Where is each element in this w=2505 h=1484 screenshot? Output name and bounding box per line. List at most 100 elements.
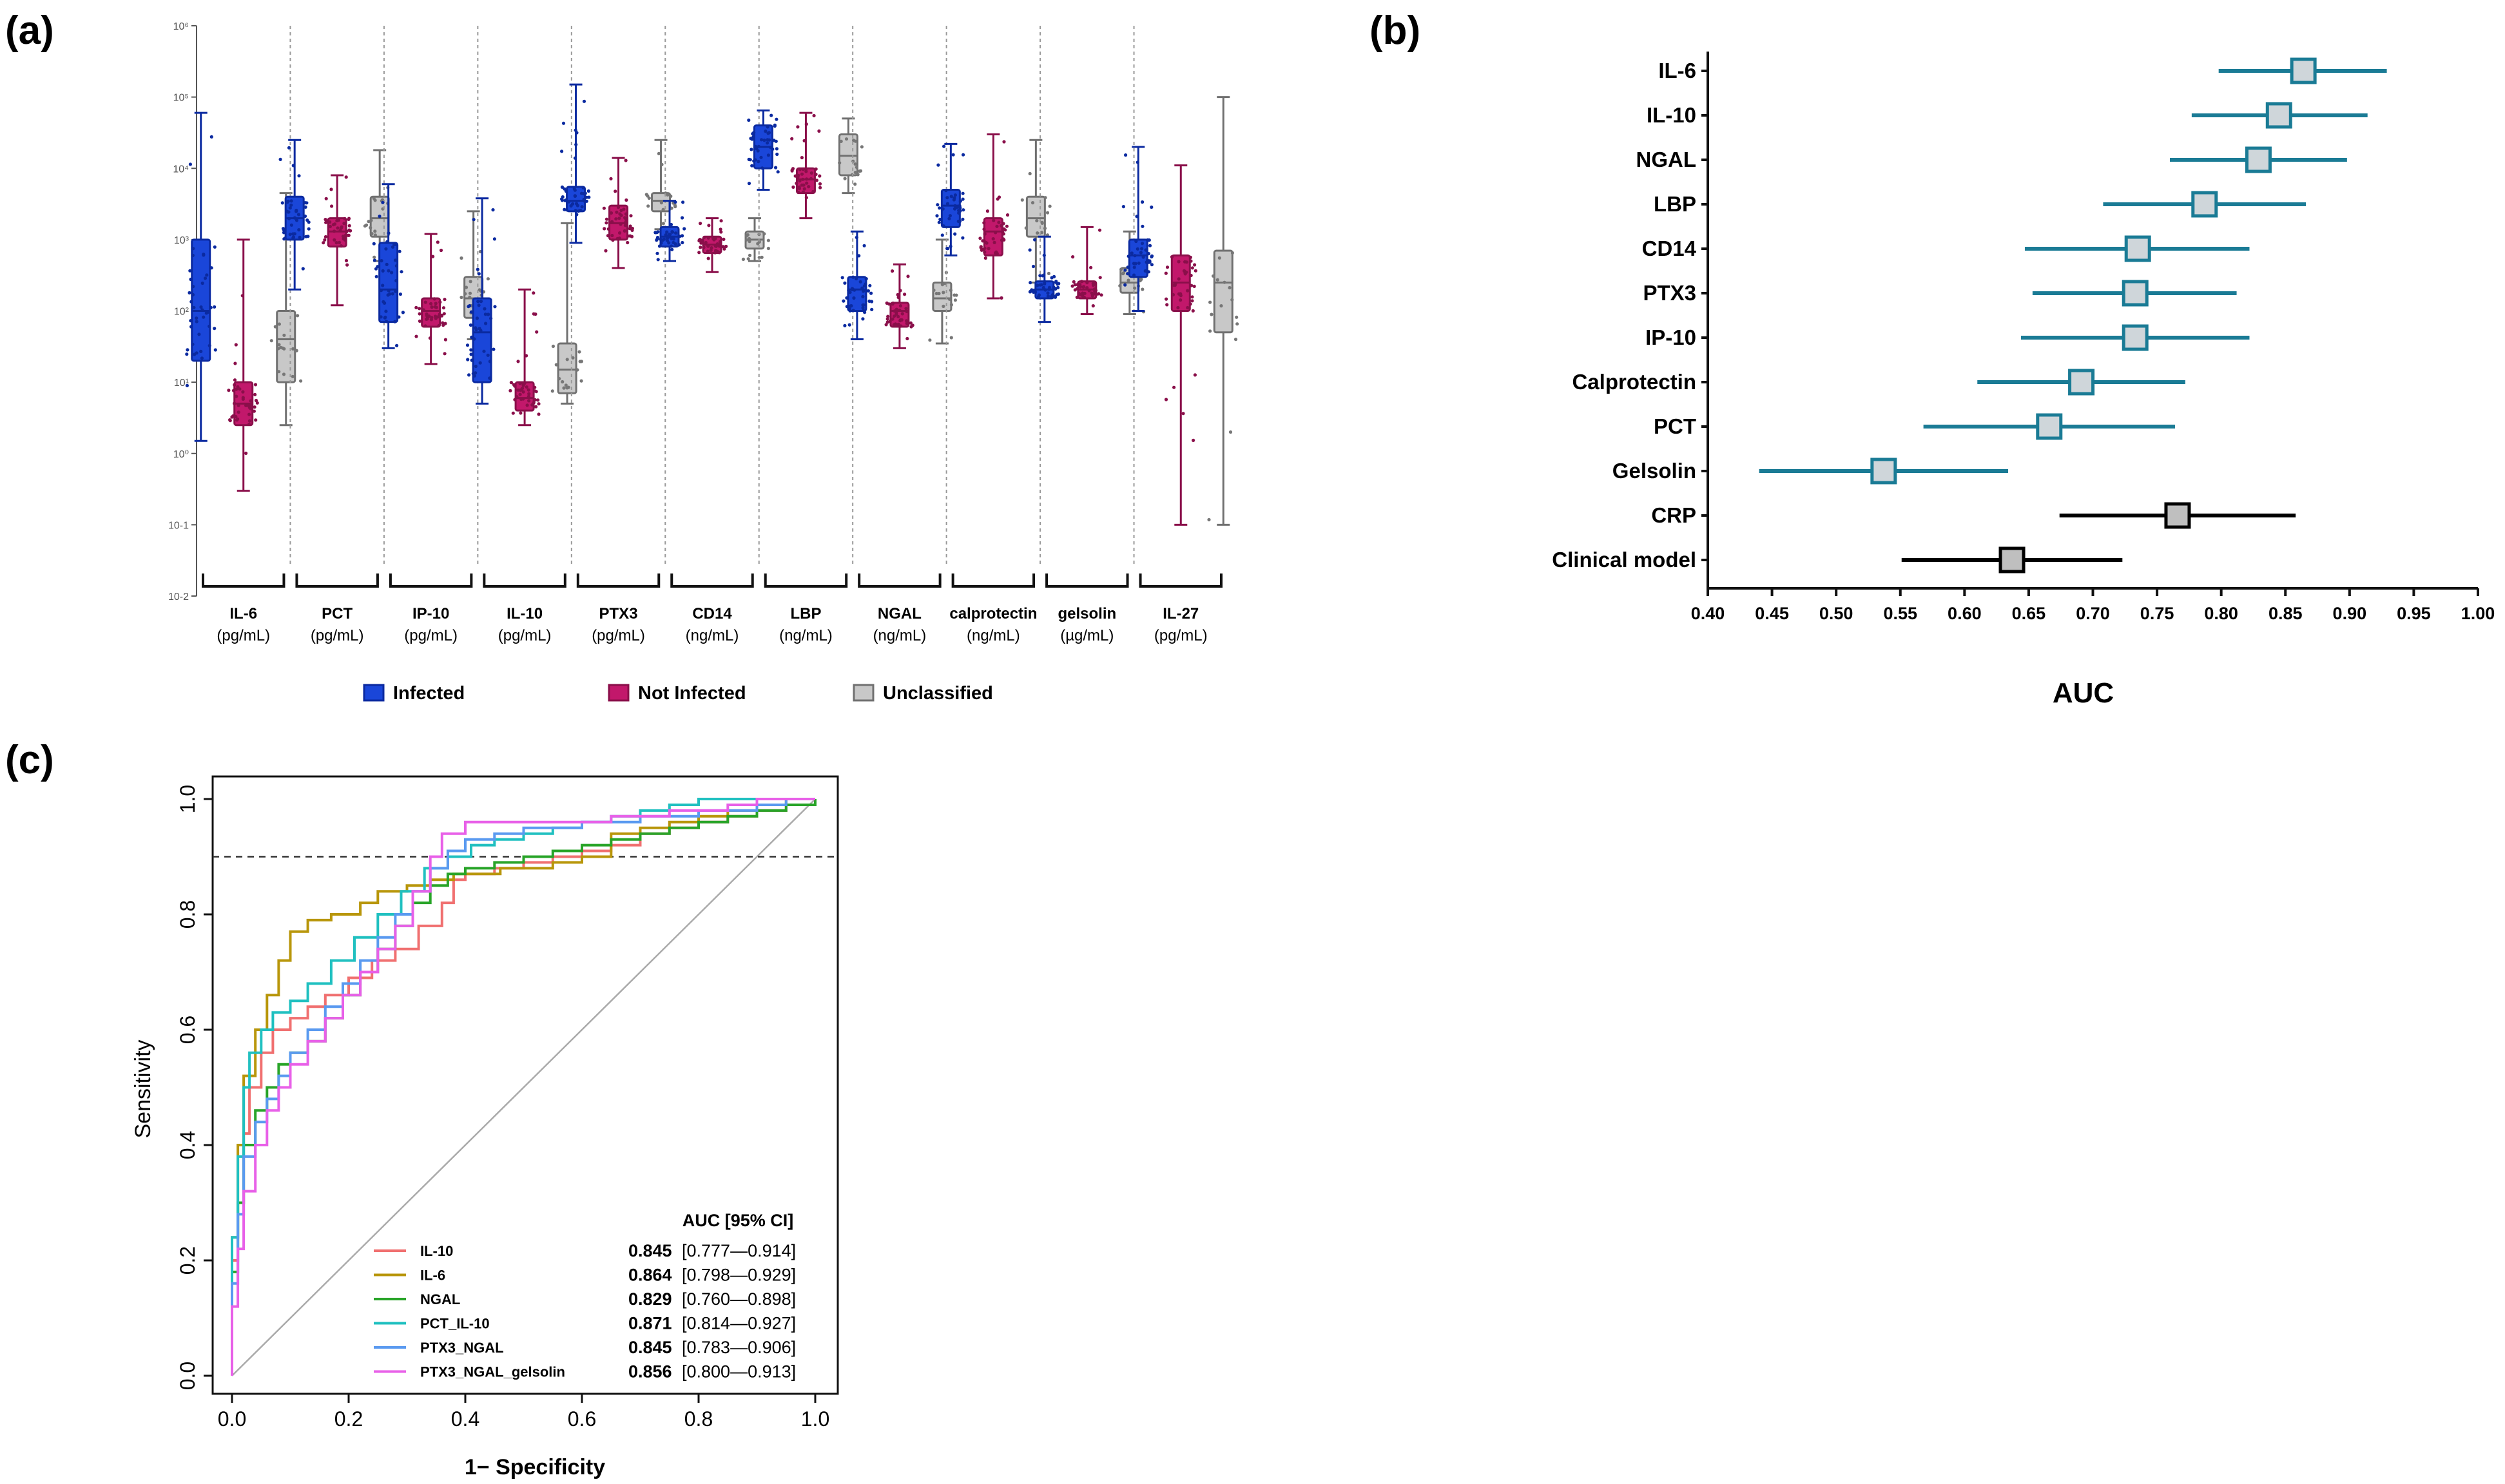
group-label: IL-10 <box>507 605 543 622</box>
data-point <box>518 381 522 385</box>
data-point <box>390 271 394 275</box>
data-point <box>380 198 385 202</box>
y-tick-label: 10⁰ <box>173 449 189 460</box>
data-point <box>200 356 204 360</box>
data-point <box>1164 271 1168 275</box>
data-point <box>868 284 872 287</box>
box-cd14-not-infected <box>697 217 728 273</box>
data-point <box>1223 280 1226 284</box>
data-point <box>391 292 394 296</box>
data-point <box>383 301 387 305</box>
data-point <box>203 276 208 280</box>
data-point <box>656 258 660 262</box>
data-point <box>896 314 900 318</box>
group-bracket <box>483 573 566 588</box>
data-point <box>574 142 578 146</box>
data-point <box>333 229 336 233</box>
data-point <box>1033 238 1037 242</box>
data-point <box>1164 398 1168 401</box>
data-point <box>1090 291 1094 295</box>
data-point <box>895 312 898 316</box>
data-point <box>797 173 800 177</box>
forest-row-ip-10: IP-10 <box>1645 324 2250 351</box>
data-point <box>766 131 770 135</box>
data-point <box>866 289 870 293</box>
data-point <box>291 164 295 168</box>
legend-name: IL-6 <box>420 1267 445 1284</box>
group-bracket <box>951 573 1036 588</box>
data-point <box>1141 255 1145 259</box>
data-point <box>953 298 957 302</box>
auc-marker <box>2122 324 2149 351</box>
x-tick-label: 0.45 <box>1755 604 1789 623</box>
data-point <box>474 364 478 369</box>
data-point <box>697 238 701 242</box>
data-point <box>247 422 251 427</box>
data-point <box>839 139 843 143</box>
data-point <box>297 174 301 178</box>
data-point <box>1165 265 1170 269</box>
data-point <box>1082 285 1086 289</box>
data-point <box>195 320 198 323</box>
data-point <box>604 249 608 253</box>
legend-entry-il-10: IL-10 0.845 [0.777—0.914] <box>374 1241 796 1260</box>
data-point <box>611 238 615 242</box>
group-label: IL-27 <box>1163 605 1199 622</box>
group-unit: (ng/mL) <box>967 627 1020 644</box>
box-cd14-unclassified <box>741 217 770 262</box>
data-point <box>387 289 391 293</box>
data-point <box>856 173 860 177</box>
data-point <box>885 320 889 324</box>
data-point <box>845 296 849 300</box>
auc-marker <box>2122 280 2149 307</box>
data-point <box>1000 238 1004 242</box>
data-point <box>391 245 395 249</box>
data-point <box>657 244 662 248</box>
data-point <box>439 248 443 253</box>
data-point <box>657 151 661 155</box>
data-point <box>1146 270 1150 274</box>
data-point <box>814 167 818 171</box>
x-tick-label: 0.40 <box>1691 604 1725 623</box>
data-point <box>282 333 286 337</box>
data-point <box>1024 226 1028 230</box>
data-point <box>192 305 196 309</box>
data-point <box>213 245 217 249</box>
data-point <box>1171 293 1175 296</box>
data-point <box>978 236 982 240</box>
row-label: PTX3 <box>1643 281 1696 305</box>
data-point <box>1140 242 1145 246</box>
data-point <box>208 343 211 347</box>
legend-auc: 0.864 <box>628 1266 672 1285</box>
data-point <box>1181 412 1185 416</box>
data-point <box>428 336 432 340</box>
data-point <box>949 288 953 293</box>
data-point <box>468 291 472 295</box>
data-point <box>861 294 865 298</box>
data-point <box>750 148 753 151</box>
data-point <box>997 220 1001 224</box>
box-ngal-infected <box>840 230 874 341</box>
data-point <box>561 121 566 125</box>
data-point <box>953 193 957 197</box>
y-tick-label: 10⁶ <box>173 21 189 32</box>
data-point <box>537 402 541 406</box>
data-point <box>862 309 866 313</box>
y-tick-label: 10-1 <box>168 520 189 531</box>
group-bracket <box>1045 573 1129 588</box>
data-point <box>666 234 670 238</box>
group-label: CD14 <box>692 605 732 622</box>
group-label: PTX3 <box>599 605 638 622</box>
data-point <box>345 229 349 233</box>
data-point <box>334 241 338 245</box>
data-point <box>235 418 239 422</box>
y-tick-label: 10-2 <box>168 592 189 602</box>
data-point <box>1071 255 1075 259</box>
data-point <box>554 363 558 367</box>
data-point <box>862 303 866 307</box>
data-point <box>1190 299 1194 303</box>
forest-row-il-6: IL-6 <box>1658 57 2387 84</box>
data-point <box>289 203 293 207</box>
data-point <box>209 266 213 270</box>
data-point <box>747 118 751 122</box>
